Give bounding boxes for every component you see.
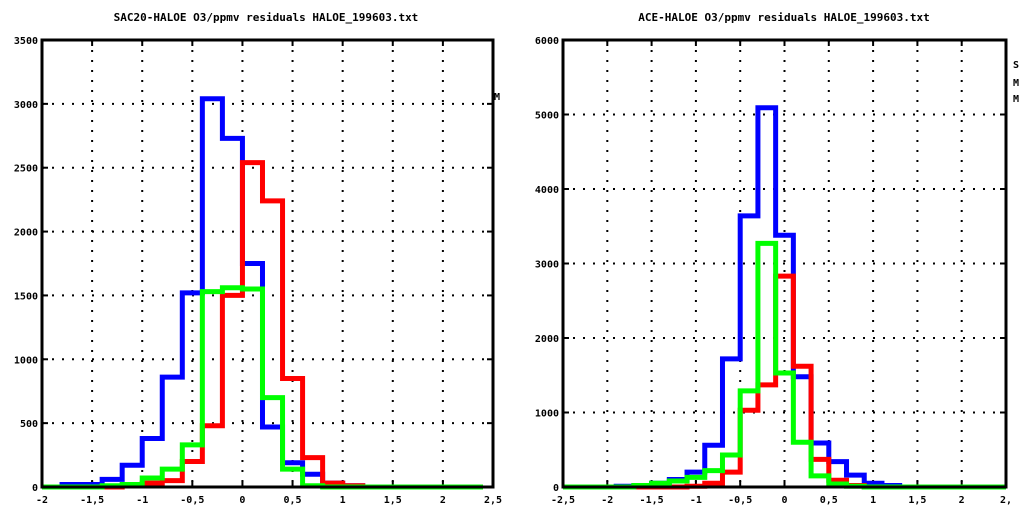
x-tick-label: 2 — [959, 495, 965, 506]
clipped-glyph-right-2: M — [1013, 78, 1019, 89]
clipped-glyph-right-1: S — [1013, 60, 1019, 71]
y-tick-label: 5000 — [535, 111, 559, 122]
right-chart: ACE-HALOE O3/ppmv residuals HALOE_199603… — [535, 11, 1012, 506]
x-tick-label: 1,5 — [384, 495, 402, 506]
x-tick-label: 0 — [239, 495, 245, 506]
x-tick-label: -1,5 — [640, 495, 664, 506]
y-tick-label: 0 — [32, 483, 38, 494]
right-chart-title: ACE-HALOE O3/ppmv residuals HALOE_199603… — [638, 11, 929, 24]
y-tick-label: 0 — [553, 483, 559, 494]
left-chart: SAC20-HALOE O3/ppmv residuals HALOE_1996… — [14, 11, 502, 506]
x-tick-label: 1,5 — [908, 495, 926, 506]
x-tick-label: 2,5 — [484, 495, 502, 506]
y-tick-label: 6000 — [535, 36, 559, 47]
y-tick-label: 500 — [20, 419, 38, 430]
x-tick-label: -1 — [690, 495, 702, 506]
plot-frame — [561, 38, 1008, 489]
left-chart-title: SAC20-HALOE O3/ppmv residuals HALOE_1996… — [114, 11, 419, 24]
y-tick-label: 3500 — [14, 36, 38, 47]
y-tick-label: 2000 — [14, 228, 38, 239]
y-tick-label: 4000 — [535, 185, 559, 196]
clipped-glyph-left: M — [494, 92, 500, 103]
clipped-glyph-right-3: M — [1013, 94, 1019, 105]
x-tick-label: -0,5 — [728, 495, 752, 506]
x-tick-label: -2,5 — [551, 495, 575, 506]
y-tick-label: 2000 — [535, 334, 559, 345]
y-tick-label: 2500 — [14, 164, 38, 175]
x-tick-label: 2, — [1000, 495, 1012, 506]
y-tick-label: 1000 — [535, 409, 559, 420]
y-tick-label: 1000 — [14, 355, 38, 366]
x-tick-label: 0 — [781, 495, 787, 506]
x-tick-label: 0,5 — [820, 495, 838, 506]
x-tick-label: 0,5 — [284, 495, 302, 506]
x-tick-label: 1 — [870, 495, 876, 506]
y-tick-label: 1500 — [14, 291, 38, 302]
x-tick-label: -1,5 — [80, 495, 104, 506]
x-tick-label: 2 — [440, 495, 446, 506]
x-tick-label: -2 — [601, 495, 613, 506]
y-tick-label: 3000 — [535, 260, 559, 271]
y-tick-label: 3000 — [14, 100, 38, 111]
series-2-line — [42, 285, 483, 490]
x-tick-label: -0,5 — [180, 495, 204, 506]
x-tick-label: -2 — [36, 495, 48, 506]
x-tick-label: 1 — [340, 495, 346, 506]
plot-frame — [40, 38, 495, 489]
x-tick-label: -1 — [136, 495, 148, 506]
